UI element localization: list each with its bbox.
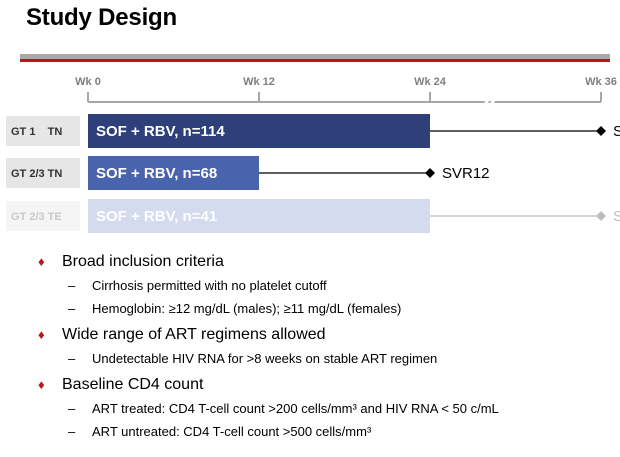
sub-bullet-dash: – [68,351,76,366]
sub-bullet-text: Hemoglobin: ≥12 mg/dL (males); ≥11 mg/dL… [92,301,402,316]
page-title: Study Design [26,4,177,31]
sub-bullet-dash: – [68,278,76,293]
sub-bullet-dash: – [68,301,76,316]
endpoint-label: SVR12 [613,208,620,225]
sub-bullet-text: ART treated: CD4 T-cell count >200 cells… [92,401,499,416]
endpoint-diamond-icon [596,126,606,136]
endpoint-label: SVR12 [613,123,620,140]
treatment-label: SOF + RBV, n=68 [96,165,217,182]
bullet-diamond-icon: ♦ [38,254,45,269]
sub-bullet-dash: – [68,401,76,416]
week-label: Wk 0 [75,76,101,88]
bullet-text: Wide range of ART regimens allowed [62,326,326,343]
week-label: Wk 12 [243,76,275,88]
title-divider-red [20,59,610,62]
bullet-diamond-icon: ♦ [38,377,45,392]
endpoint-diamond-icon [425,168,435,178]
sub-bullet-dash: – [68,424,76,439]
week-label: Wk 24 [414,76,447,88]
treatment-bar [88,199,430,233]
endpoint-label: SVR12 [442,165,490,182]
treatment-label: SOF + RBV, n=114 [96,123,225,140]
sub-bullet-text: Cirrhosis permitted with no platelet cut… [92,278,327,293]
title-divider-gray [20,54,610,59]
bullet-text: Baseline CD4 count [62,376,204,393]
study-timeline: Wk 0 Wk 12 Wk 24 Wk 36 GT 1 TN SOF + RBV, n=1… [6,76,620,233]
group-label: GT 1 TN [11,126,62,138]
bullet-diamond-icon: ♦ [38,327,45,342]
treatment-bar [88,156,259,190]
group-label: GT 2/3 TN [11,168,62,180]
treatment-label: SOF + RBV, n=41 [96,208,217,225]
week-label: Wk 36 [585,76,617,88]
group-label-box [6,116,80,146]
endpoint-diamond-icon [596,211,606,221]
bullet-text: Broad inclusion criteria [62,253,224,270]
group-label-box [6,158,80,188]
sub-bullet-text: Undetectable HIV RNA for >8 weeks on sta… [92,351,438,366]
group-label-box [6,201,80,231]
sub-bullet-text: ART untreated: CD4 T-cell count >500 cel… [92,424,372,439]
group-label: GT 2/3 TE [11,211,62,223]
treatment-bar [88,114,430,148]
axis-break-icon [482,99,496,107]
